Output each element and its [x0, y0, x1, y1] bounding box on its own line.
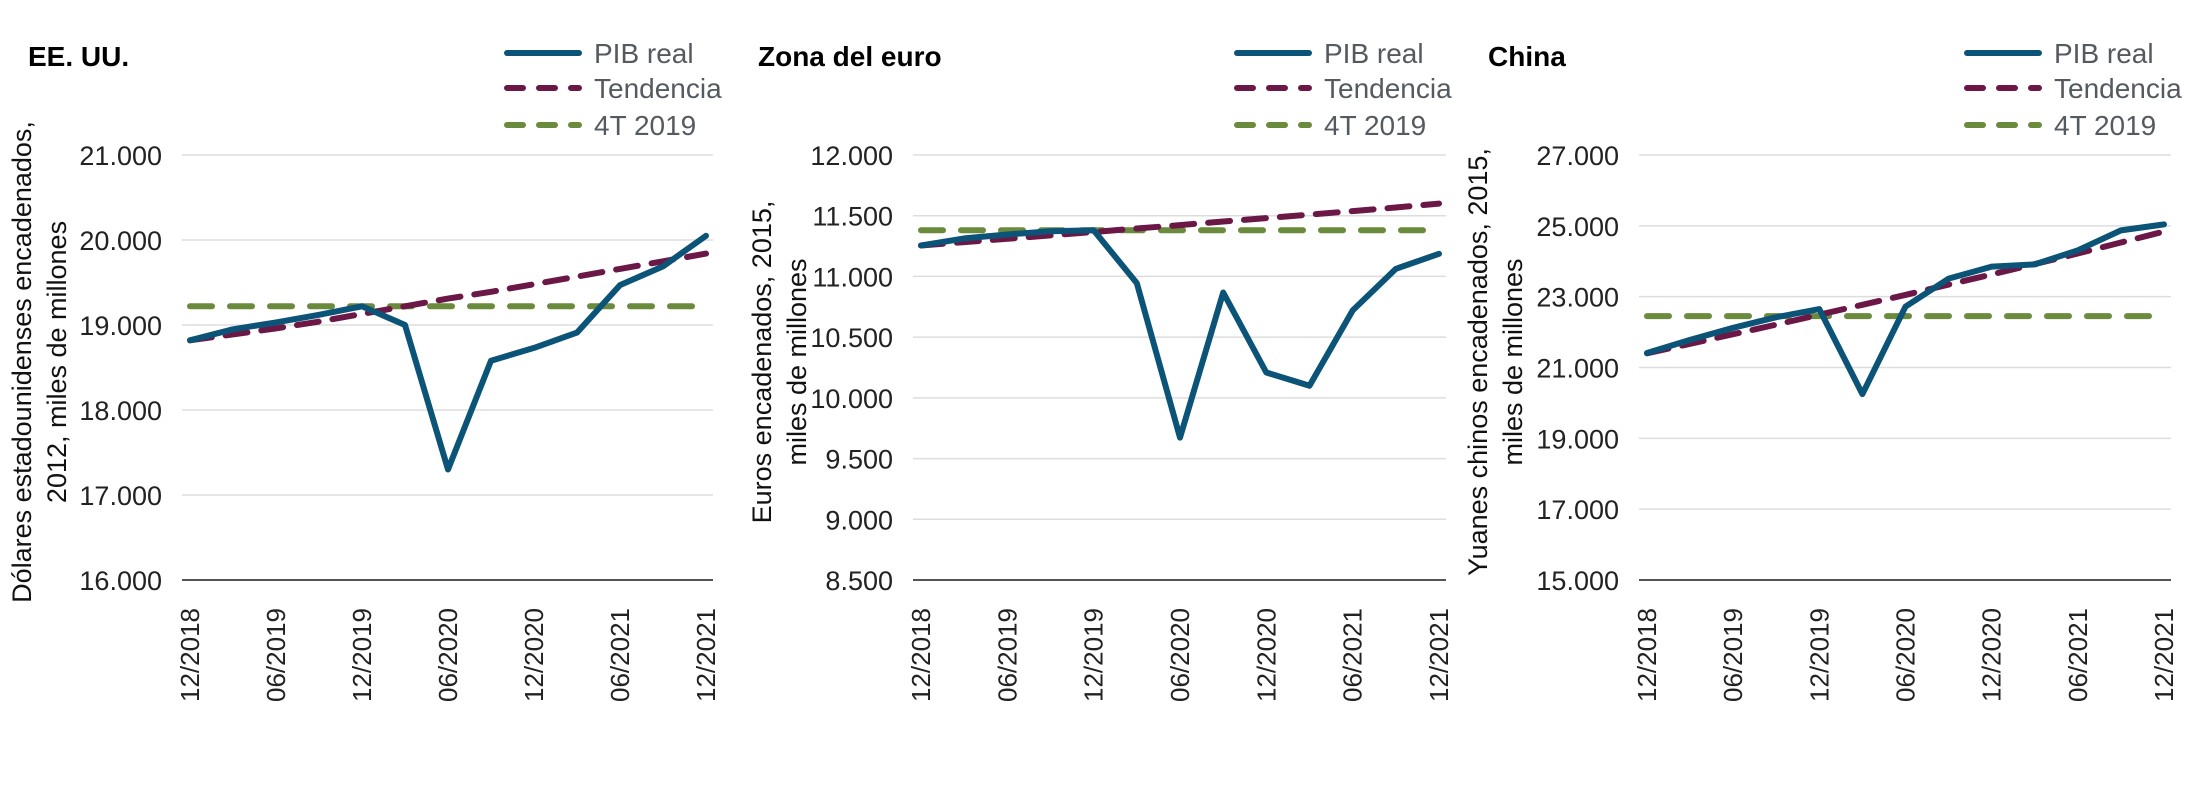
y-tick-label: 21.000 — [1536, 354, 1619, 384]
y-tick-label: 19.000 — [1536, 424, 1619, 454]
y-tick-label: 10.500 — [810, 323, 893, 353]
y-axis-title: Yuanes chinos encadenados, 2015, — [1463, 148, 1493, 576]
legend-label: Tendencia — [594, 73, 722, 104]
x-tick-label: 12/2019 — [1079, 608, 1109, 702]
legend-label: PIB real — [1324, 38, 1424, 69]
x-tick-label: 06/2019 — [992, 608, 1022, 702]
y-tick-label: 10.000 — [810, 384, 893, 414]
y-tick-label: 15.000 — [1536, 566, 1619, 596]
x-tick-label: 06/2021 — [605, 608, 635, 702]
x-tick-label: 12/2018 — [175, 608, 205, 702]
series-line-tendencia — [1644, 228, 2167, 357]
y-tick-label: 12.000 — [810, 141, 893, 171]
legend-label: 4T 2019 — [594, 110, 696, 141]
chart-title: China — [1488, 41, 1566, 72]
y-tick-label: 21.000 — [79, 141, 162, 171]
legend-label: PIB real — [2054, 38, 2154, 69]
y-tick-label: 17.000 — [1536, 495, 1619, 525]
y-tick-label: 9.500 — [825, 445, 893, 475]
x-tick-label: 12/2020 — [1251, 608, 1281, 702]
y-axis-title: Dólares estadounidenses encadenados, — [7, 121, 37, 603]
y-tick-label: 8.500 — [825, 566, 893, 596]
chart-title: Zona del euro — [758, 41, 942, 72]
x-tick-label: 12/2020 — [1977, 608, 2007, 702]
legend-label: Tendencia — [1324, 73, 1452, 104]
x-tick-label: 06/2021 — [1338, 608, 1368, 702]
x-tick-label: 06/2020 — [433, 608, 463, 702]
y-axis-title: Euros encadenados, 2015, — [747, 201, 777, 524]
y-axis-title: 2012, miles de millones — [42, 221, 72, 503]
series-line-tendencia — [918, 200, 1442, 249]
x-tick-label: 12/2019 — [347, 608, 377, 702]
x-tick-label: 06/2019 — [261, 608, 291, 702]
x-tick-label: 12/2021 — [2149, 608, 2179, 702]
legend-label: PIB real — [594, 38, 694, 69]
chart-2: China 15.000 17.000 19.000 21.000 23.000 25.00… — [1463, 38, 2182, 702]
y-tick-label: 17.000 — [79, 481, 162, 511]
x-tick-label: 12/2021 — [1424, 608, 1454, 702]
y-tick-label: 23.000 — [1536, 283, 1619, 313]
chart-1: Zona del euro 8.500 9.000 9.500 10.000 10.500… — [747, 38, 1454, 702]
x-tick-label: 06/2021 — [2063, 608, 2093, 702]
y-tick-label: 27.000 — [1536, 141, 1619, 171]
legend-label: Tendencia — [2054, 73, 2182, 104]
series-line-pib-real — [1644, 221, 2167, 398]
y-tick-label: 20.000 — [79, 226, 162, 256]
y-tick-label: 16.000 — [79, 566, 162, 596]
legend-label: 4T 2019 — [2054, 110, 2156, 141]
y-axis-title: miles de millones — [782, 258, 812, 465]
x-tick-label: 12/2021 — [691, 608, 721, 702]
x-tick-label: 06/2020 — [1891, 608, 1921, 702]
y-tick-label: 11.000 — [812, 262, 893, 292]
y-tick-label: 18.000 — [79, 396, 162, 426]
x-tick-label: 06/2020 — [1165, 608, 1195, 702]
legend-label: 4T 2019 — [1324, 110, 1426, 141]
x-tick-label: 12/2018 — [1632, 608, 1662, 702]
x-tick-label: 06/2019 — [1718, 608, 1748, 702]
series-line-pib-real — [918, 227, 1442, 441]
x-tick-label: 12/2018 — [906, 608, 936, 702]
y-tick-label: 25.000 — [1536, 212, 1619, 242]
chart-title: EE. UU. — [28, 41, 129, 72]
y-tick-label: 11.500 — [812, 202, 893, 232]
series-line-tendencia — [187, 250, 709, 344]
x-tick-label: 12/2020 — [519, 608, 549, 702]
chart-0: EE. UU. 16.000 17.000 18.000 19.000 20.000 21.… — [7, 38, 722, 702]
y-tick-label: 19.000 — [79, 311, 162, 341]
y-tick-label: 9.000 — [825, 505, 893, 535]
y-axis-title: miles de millones — [1498, 258, 1528, 465]
x-tick-label: 12/2019 — [1804, 608, 1834, 702]
series-line-pib-real — [187, 232, 709, 473]
